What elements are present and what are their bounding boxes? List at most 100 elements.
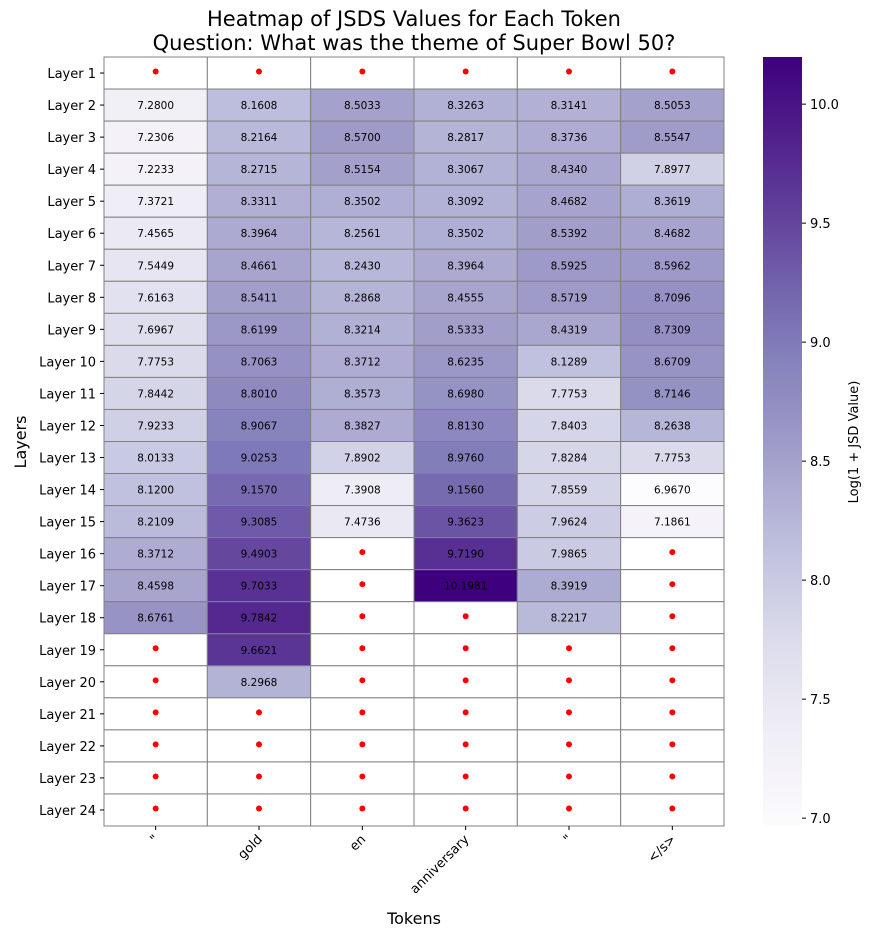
- cell-value-label: 8.2817: [447, 132, 484, 144]
- heatmap-cell: 8.3919: [516, 569, 622, 603]
- missing-marker: [256, 709, 262, 716]
- y-tick-label: Layer 10: [39, 355, 96, 370]
- heatmap-cell: 8.3573: [310, 376, 415, 410]
- heatmap-cell: 8.3311: [206, 184, 312, 218]
- cell-value-label: 7.2306: [137, 132, 174, 144]
- cell-value-label: 8.4340: [551, 164, 588, 176]
- heatmap-cell: [516, 665, 622, 699]
- heatmap-cell: [206, 761, 312, 795]
- heatmap-cell: 8.8010: [206, 376, 312, 410]
- missing-marker: [152, 741, 159, 748]
- cell-rect: [103, 216, 208, 250]
- heatmap-cell: 8.5700: [310, 120, 415, 154]
- cell-rect: [103, 376, 208, 410]
- heatmap-cell: 8.3964: [413, 248, 518, 282]
- heatmap-cell: [206, 56, 312, 90]
- colorbar: [763, 57, 802, 826]
- cell-rect: [206, 633, 312, 667]
- missing-marker: [669, 709, 676, 716]
- heatmap-cell: 8.2561: [310, 216, 415, 250]
- cell-value-label: 8.5411: [241, 292, 278, 304]
- heatmap-cell: 8.5154: [310, 152, 415, 186]
- heatmap-cell: 8.6761: [103, 601, 208, 635]
- heatmap-cell: 8.2715: [206, 152, 312, 186]
- heatmap-cell: 8.6980: [413, 376, 518, 410]
- y-tick-label: Layer 14: [39, 484, 96, 499]
- missing-marker: [152, 805, 159, 812]
- heatmap-cell: 7.3721: [103, 184, 208, 218]
- heatmap-cell: [310, 761, 415, 795]
- cell-rect: [103, 248, 208, 282]
- heatmap-cell: 8.4682: [620, 216, 725, 250]
- cell-value-label: 8.6980: [447, 388, 484, 400]
- heatmap-cell: 7.6967: [103, 312, 208, 346]
- cell-rect: [413, 152, 518, 186]
- cell-value-label: 10.1981: [444, 581, 487, 593]
- cell-value-label: 8.2164: [241, 132, 278, 144]
- y-tick-label: Layer 23: [39, 772, 96, 787]
- heatmap-cell: 8.2968: [206, 665, 312, 699]
- missing-marker: [359, 677, 366, 684]
- cell-value-label: 8.3827: [344, 420, 381, 432]
- heatmap-cell: 7.7753: [103, 344, 208, 378]
- cell-rect: [103, 441, 208, 475]
- cell-value-label: 8.1608: [241, 100, 278, 112]
- x-axis-label: Tokens: [386, 909, 441, 928]
- heatmap-cell: [206, 793, 312, 827]
- heatmap-cell: 8.3964: [206, 216, 312, 250]
- cell-value-label: 8.3573: [344, 388, 381, 400]
- heatmap-cell: 7.9865: [516, 537, 622, 571]
- cell-value-label: 8.3736: [551, 132, 588, 144]
- y-tick-label: Layer 19: [39, 644, 96, 659]
- cell-value-label: 7.4736: [344, 517, 381, 529]
- cell-value-label: 8.2430: [344, 260, 381, 272]
- heatmap-cell: [103, 761, 208, 795]
- heatmap-cell: 8.3263: [413, 88, 518, 122]
- heatmap-cell: 8.2109: [103, 505, 208, 539]
- x-tick-label: en: [347, 832, 369, 854]
- cell-value-label: 8.5053: [654, 100, 691, 112]
- cell-value-label: 8.2715: [241, 164, 278, 176]
- heatmap-cell: 7.9624: [516, 505, 622, 539]
- heatmap-cell: 8.3092: [413, 184, 518, 218]
- cell-rect: [516, 312, 622, 346]
- heatmap-cell: 8.5962: [620, 248, 725, 282]
- cell-rect: [620, 88, 725, 122]
- heatmap-cells: 7.2800 8.1608 8.5033 8.3263 8.3141 8.5053 7.23…: [103, 56, 725, 827]
- cell-value-label: 8.1289: [551, 356, 588, 368]
- heatmap-cell: 9.1560: [413, 473, 518, 507]
- cell-value-label: 6.9670: [654, 485, 691, 497]
- heatmap-cell: [103, 56, 208, 90]
- cell-rect: [103, 569, 208, 603]
- y-tick-label: Layer 21: [39, 708, 96, 723]
- heatmap-cell: 8.6199: [206, 312, 312, 346]
- heatmap-cell: [310, 56, 415, 90]
- colorbar-tick-label: 7.5: [810, 693, 831, 708]
- cell-rect: [103, 408, 208, 443]
- y-tick-label: Layer 13: [39, 452, 96, 467]
- cell-value-label: 7.7753: [137, 356, 174, 368]
- heatmap-cell: 7.8403: [516, 408, 622, 443]
- heatmap-cell: 9.7842: [206, 601, 312, 635]
- cell-value-label: 8.4598: [137, 581, 174, 593]
- y-tick-label: Layer 17: [39, 580, 96, 595]
- missing-marker: [462, 741, 469, 748]
- heatmap-cell: 8.8130: [413, 408, 518, 443]
- cell-rect: [206, 88, 312, 122]
- cell-value-label: 7.5449: [137, 260, 174, 272]
- cell-rect: [620, 120, 725, 154]
- cell-rect: [310, 441, 415, 475]
- cell-value-label: 7.6163: [137, 292, 174, 304]
- cell-rect: [620, 441, 725, 475]
- missing-marker: [462, 677, 469, 684]
- cell-value-label: 7.8403: [551, 420, 588, 432]
- missing-marker: [669, 581, 676, 588]
- cell-rect: [620, 248, 725, 282]
- cell-value-label: 8.0133: [137, 453, 174, 465]
- y-tick-label: Layer 6: [47, 227, 96, 242]
- heatmap-cell: 8.7096: [620, 280, 725, 314]
- x-tick-label: ": [148, 832, 163, 847]
- cell-value-label: 8.3214: [344, 324, 381, 336]
- x-tick-label: gold: [235, 832, 265, 862]
